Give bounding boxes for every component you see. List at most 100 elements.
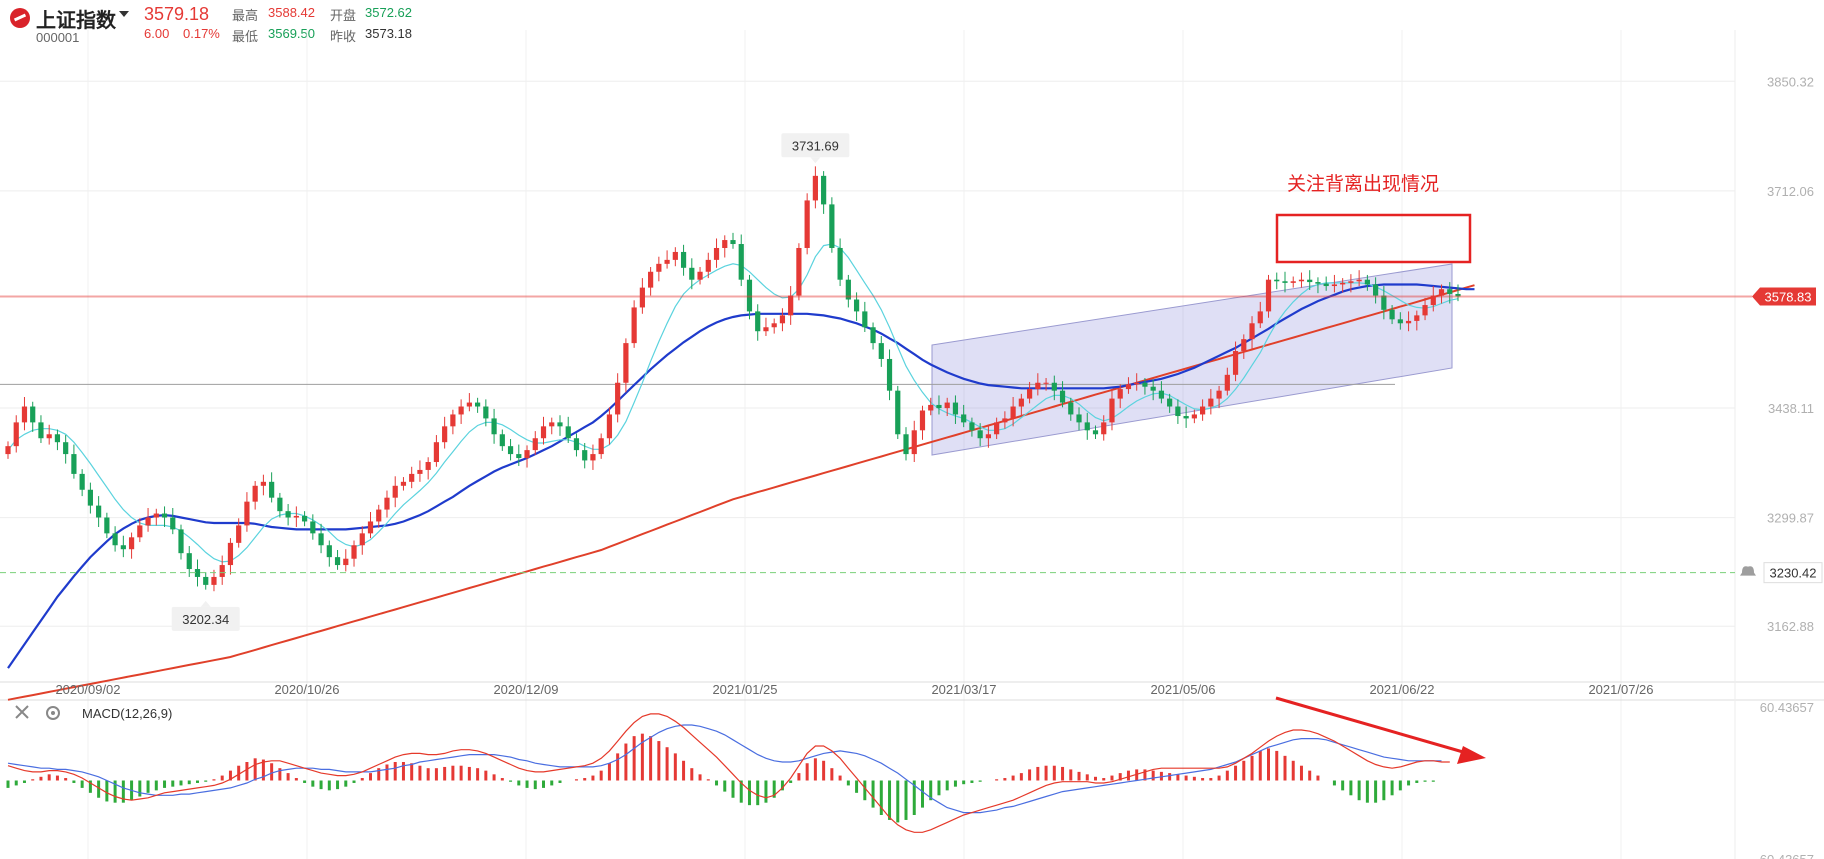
- candle-body: [491, 418, 497, 435]
- candle-body: [433, 442, 440, 463]
- candle-body: [680, 251, 687, 268]
- candle-body: [664, 259, 670, 264]
- candle-body: [1043, 382, 1049, 384]
- candle-body: [79, 473, 85, 490]
- moving-average-lines: [7, 243, 1475, 701]
- candle-body: [1249, 323, 1255, 340]
- macd-max-label: 60.43657: [1760, 700, 1814, 715]
- candle-body: [557, 422, 563, 427]
- candle-body: [244, 501, 250, 526]
- candle-body: [1389, 309, 1395, 320]
- candle-body: [1331, 284, 1338, 287]
- candle-body: [145, 517, 151, 526]
- candle-body: [293, 515, 299, 518]
- candle-body: [425, 462, 431, 470]
- current-price-label: 3578.83: [1765, 289, 1812, 304]
- candle-body: [128, 537, 135, 550]
- candle-body: [796, 247, 802, 296]
- price-axis: 3850.32 3712.06 3438.11 3299.87 3162.88: [1767, 74, 1814, 634]
- index-name[interactable]: 上证指数: [36, 10, 116, 32]
- ma-slow-line: [7, 284, 1475, 701]
- candle-body: [672, 251, 678, 260]
- chevron-down-icon[interactable]: [119, 11, 129, 17]
- candle-body: [104, 517, 110, 534]
- candle-body: [1414, 315, 1420, 321]
- y-tick-label: 3712.06: [1767, 184, 1814, 199]
- candle-body: [639, 287, 645, 308]
- candle-body: [1405, 320, 1412, 324]
- candlestick-series: [5, 166, 1461, 592]
- price-change: 6.00: [144, 26, 170, 41]
- candle-body: [573, 438, 580, 451]
- candle-body: [343, 558, 349, 566]
- candle-body: [936, 404, 942, 409]
- candle-body: [656, 263, 662, 272]
- candle-body: [483, 406, 489, 419]
- divergence-arrow-line: [1275, 696, 1471, 756]
- y-tick-label: 3850.32: [1767, 74, 1814, 89]
- high-value: 3588.42: [268, 5, 315, 20]
- x-tick-label: 2020/12/09: [493, 682, 558, 697]
- candle-body: [829, 204, 835, 248]
- candle-body: [318, 533, 324, 546]
- candle-body: [186, 553, 192, 570]
- candle-body: [623, 343, 629, 383]
- channel-band: [931, 263, 1453, 456]
- candle-body: [252, 485, 258, 502]
- candle-body: [507, 446, 514, 455]
- candle-body: [1348, 281, 1354, 283]
- candle-body: [689, 267, 695, 280]
- candle-body: [153, 513, 159, 518]
- candle-body: [763, 327, 769, 332]
- candle-body: [788, 295, 794, 316]
- candle-body: [928, 404, 934, 411]
- candle-body: [1175, 406, 1181, 417]
- candle-body: [903, 434, 909, 455]
- candle-body: [1373, 284, 1379, 296]
- peak-label: 3731.69: [792, 138, 839, 153]
- candle-body: [1298, 279, 1305, 282]
- candle-body: [1381, 295, 1387, 310]
- low-value: 3569.50: [268, 26, 315, 41]
- candle-body: [458, 406, 464, 415]
- gear-icon[interactable]: [46, 706, 60, 720]
- trend-channel: [0, 263, 1453, 456]
- candle-body: [400, 481, 407, 486]
- candle-body: [540, 426, 547, 439]
- candle-body: [837, 247, 843, 280]
- date-axis: 2020/09/02 2020/10/26 2020/12/09 2021/01/25…: [55, 682, 1653, 697]
- candle-body: [1158, 390, 1165, 399]
- candle-body: [1282, 281, 1288, 283]
- candle-body: [1397, 319, 1403, 324]
- candle-body: [1323, 283, 1329, 287]
- candle-body: [1232, 351, 1239, 375]
- candle-body: [1455, 293, 1461, 297]
- candle-body: [1051, 382, 1057, 391]
- candle-body: [1430, 295, 1436, 306]
- candle-body: [1208, 398, 1214, 407]
- x-tick-label: 2021/01/25: [712, 682, 777, 697]
- candle-body: [1125, 384, 1132, 390]
- candle-body: [269, 481, 275, 498]
- candle-body: [161, 513, 168, 518]
- candle-body: [71, 454, 77, 474]
- macd-line: [7, 713, 1450, 833]
- candle-body: [409, 473, 415, 482]
- candle-body: [1191, 414, 1197, 419]
- macd-indicator-label: MACD(12,26,9): [82, 706, 172, 721]
- candle-body: [779, 315, 786, 324]
- candle-body: [1068, 402, 1074, 415]
- low-label: 最低: [232, 29, 259, 44]
- x-tick-label: 2021/06/22: [1369, 682, 1434, 697]
- candle-body: [367, 521, 374, 534]
- candle-body: [5, 446, 11, 455]
- macd-min-label: -60.43657: [1755, 852, 1814, 859]
- close-icon[interactable]: [15, 705, 29, 719]
- ma-fast-line: [7, 243, 1459, 563]
- candle-body: [1150, 386, 1156, 391]
- candle-body: [137, 525, 143, 538]
- candle-body: [236, 525, 242, 543]
- candle-body: [326, 545, 332, 558]
- x-tick-label: 2020/10/26: [274, 682, 339, 697]
